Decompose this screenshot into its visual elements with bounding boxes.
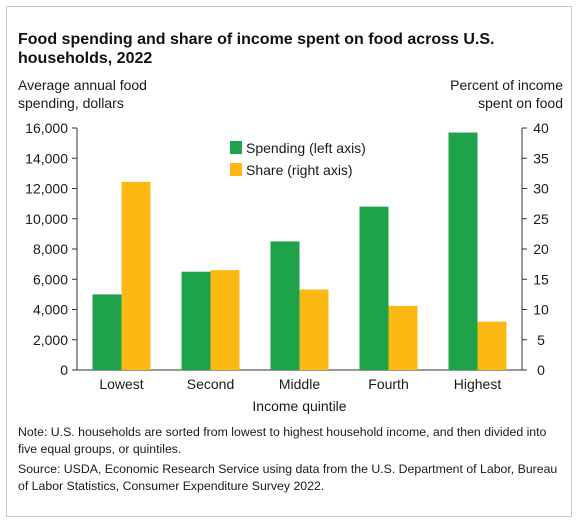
right-tick-label: 15 [533,271,549,287]
spending-bar [359,206,389,370]
x-axis-label: Income quintile [252,398,346,414]
right-tick-label: 25 [533,211,549,227]
left-tick-label: 12,000 [25,181,68,197]
left-tick-label: 14,000 [25,150,68,166]
share-bar [388,305,418,370]
category-label: Lowest [99,376,143,392]
category-label: Fourth [368,376,408,392]
right-tick-label: 40 [533,120,549,136]
right-axis-label-text: Percent of income spent on food [450,77,563,111]
share-bar [299,289,329,370]
chart-note: Note: U.S. households are sorted from lo… [18,425,547,456]
chart-frame [6,6,572,517]
right-tick-label: 10 [533,302,549,318]
left-axis-label: Average annual food spending, dollars [18,76,168,112]
left-tick-label: 16,000 [25,120,68,136]
left-tick-label: 8,000 [33,241,68,257]
left-tick-label: 4,000 [33,302,68,318]
spending-bar [92,294,122,370]
left-tick-label: 10,000 [25,211,68,227]
category-label: Highest [454,376,502,392]
right-tick-label: 0 [537,362,545,378]
category-label: Middle [279,376,320,392]
right-tick-label: 30 [533,181,549,197]
legend-label-share: Share (right axis) [246,162,353,178]
right-tick-label: 35 [533,150,549,166]
spending-bar [270,241,300,370]
left-tick-label: 2,000 [33,332,68,348]
chart-title: Food spending and share of income spent … [18,31,495,67]
category-label: Second [187,376,234,392]
share-bar [477,321,507,370]
left-tick-label: 0 [60,362,68,378]
share-bar [210,270,240,370]
legend-label-spending: Spending (left axis) [246,140,366,156]
spending-bar [448,132,478,370]
left-axis-label-text: Average annual food spending, dollars [18,77,147,111]
right-axis-label: Percent of income spent on food [433,76,563,112]
left-tick-label: 6,000 [33,271,68,287]
share-bar [121,181,151,370]
right-tick-label: 20 [533,241,549,257]
legend-swatch-share [230,163,242,176]
right-tick-label: 5 [537,332,545,348]
spending-bar [181,271,211,370]
legend-swatch-spending [230,141,242,154]
chart-source: Source: USDA, Economic Research Service … [18,462,558,493]
